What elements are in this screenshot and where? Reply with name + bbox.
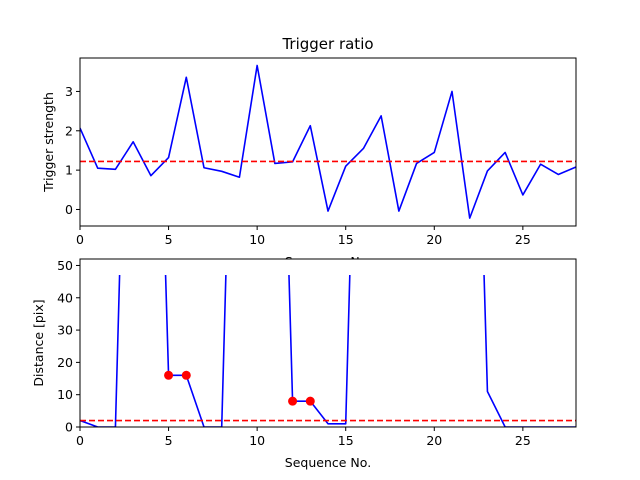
y-tick-label: 40 [57, 290, 73, 305]
axes-frame [79, 57, 577, 227]
y-tick-label: 20 [57, 355, 73, 370]
x-tick-label: 10 [249, 232, 265, 247]
axes-background [80, 58, 576, 226]
series-line [80, 259, 576, 427]
data-marker [305, 396, 315, 406]
x-axis-label: Sequence No. [285, 455, 371, 470]
axes-background [80, 259, 576, 275]
y-tick-label: 2 [65, 123, 73, 138]
series-line [80, 64, 576, 219]
x-tick-label: 5 [165, 232, 173, 247]
x-tick-label: 25 [515, 232, 531, 247]
y-tick-label: 10 [57, 387, 73, 402]
x-tick-label: 5 [165, 433, 173, 448]
plot-area: 0 5 10 15 20 25 0 1 2 3 [65, 57, 577, 247]
x-tick-label: 10 [249, 433, 265, 448]
x-tick-label: 20 [426, 433, 442, 448]
plot-area [80, 259, 576, 427]
subplot-trigger-ratio: Trigger ratio Trigger strength 0 5 10 15 20 2… [41, 35, 577, 247]
axes-background [80, 259, 576, 427]
y-axis-label: Trigger strength [41, 92, 56, 193]
data-marker [164, 370, 174, 380]
x-tick-label: 0 [76, 232, 84, 247]
data-marker [288, 396, 298, 406]
x-tick-label: 25 [515, 433, 531, 448]
x-tick-label: 15 [338, 433, 354, 448]
data-marker [181, 370, 191, 380]
x-tick-label: 15 [338, 232, 354, 247]
axes-frame [79, 258, 577, 428]
y-tick-label: 0 [65, 420, 73, 435]
subplot-distance: Distance [pix] Sequence No. [31, 259, 576, 470]
axes-frame: 0 5 10 15 20 25 0 10 20 30 40 50 [57, 258, 577, 448]
y-tick-label: 3 [65, 84, 73, 99]
x-tick-label: 0 [76, 433, 84, 448]
chart-title: Trigger ratio [281, 35, 373, 53]
y-tick-label: 0 [65, 202, 73, 217]
y-axis-label: Distance [pix] [31, 299, 46, 386]
x-tick-label: 20 [426, 232, 442, 247]
y-tick-label: 30 [57, 323, 73, 338]
y-tick-label: 50 [57, 258, 73, 273]
y-tick-label: 1 [65, 163, 73, 178]
